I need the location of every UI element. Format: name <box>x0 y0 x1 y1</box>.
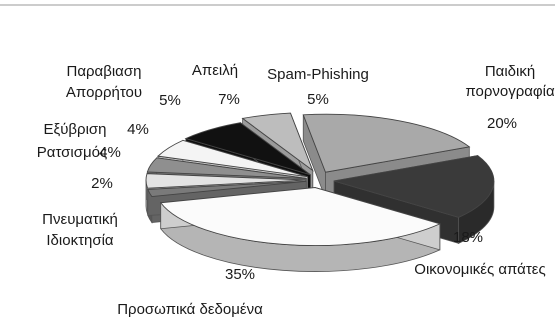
slice-value-label: 20% <box>487 115 517 132</box>
slice-label: Ρατσισμός <box>37 144 107 161</box>
slice-label-line: πορνογραφία <box>465 83 555 100</box>
slice-label-line: Ιδιοκτησία <box>46 232 114 249</box>
pie-slices <box>145 112 495 272</box>
slice-label: Οικονομικές απάτες <box>414 261 545 278</box>
slice-value-label: 5% <box>307 91 329 108</box>
pie-slice-top <box>146 157 307 179</box>
pie-slice-top <box>157 139 308 178</box>
slice-value-label: 18% <box>453 229 483 246</box>
pie-slice-top <box>145 173 307 189</box>
pie-slice-top <box>302 113 471 173</box>
slice-label: Απειλή <box>192 62 238 79</box>
slice-value-label: 35% <box>225 266 255 283</box>
slice-label: Παιδική πορνογραφία <box>465 63 555 100</box>
pie-slice-top <box>147 180 307 198</box>
slice-label-line: Πνευματική <box>42 211 118 228</box>
slice-label-line: Παραβιαση <box>67 63 142 80</box>
slice-label: Spam-Phishing <box>267 66 369 83</box>
pie-slice-top <box>184 122 311 176</box>
slice-value-label: 5% <box>159 92 181 109</box>
slice-label: Πνευματική Ιδιοκτησία <box>42 211 118 249</box>
slice-label: Παραβιαση Απορρήτου <box>66 63 142 101</box>
slice-value-label: 4% <box>127 121 149 138</box>
slice-label: Προσωπικά δεδομένα <box>117 301 263 318</box>
pie-slice-top <box>159 187 442 246</box>
pie-slice <box>159 187 442 272</box>
slice-value-label: 4% <box>99 144 121 161</box>
slice-value-label: 7% <box>218 91 240 108</box>
pie-slice-top <box>333 155 495 218</box>
pie-slice-top <box>241 112 314 172</box>
slice-label-line: Παιδική <box>485 63 535 80</box>
pie-labels: Παιδική πορνογραφία 20% Οικονομικές απάτες 1… <box>37 62 555 318</box>
slice-label: Εξύβριση <box>43 121 106 138</box>
slice-label-line: Απορρήτου <box>66 84 142 101</box>
slice-value-label: 2% <box>91 175 113 192</box>
